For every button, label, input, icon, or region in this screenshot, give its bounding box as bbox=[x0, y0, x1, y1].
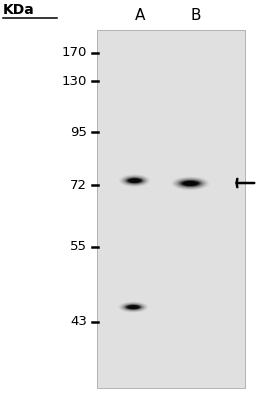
Text: 170: 170 bbox=[62, 46, 87, 60]
Ellipse shape bbox=[175, 178, 206, 189]
Bar bbox=[97, 209, 245, 221]
Bar bbox=[97, 174, 245, 186]
Text: B: B bbox=[191, 8, 201, 22]
Bar bbox=[97, 126, 245, 138]
Text: 72: 72 bbox=[70, 179, 87, 192]
Ellipse shape bbox=[128, 305, 138, 309]
Bar bbox=[97, 269, 245, 281]
Text: 43: 43 bbox=[70, 315, 87, 328]
Bar bbox=[97, 376, 245, 388]
Bar bbox=[97, 66, 245, 78]
Ellipse shape bbox=[128, 178, 142, 183]
Bar bbox=[97, 197, 245, 209]
Bar bbox=[97, 78, 245, 90]
Bar bbox=[97, 30, 245, 42]
Bar bbox=[97, 186, 245, 197]
Bar bbox=[97, 233, 245, 245]
Ellipse shape bbox=[120, 175, 149, 186]
Bar bbox=[97, 328, 245, 340]
Bar bbox=[97, 245, 245, 257]
Ellipse shape bbox=[125, 177, 145, 184]
Bar bbox=[97, 42, 245, 54]
Ellipse shape bbox=[121, 303, 146, 312]
Ellipse shape bbox=[127, 178, 143, 183]
Ellipse shape bbox=[125, 304, 142, 310]
Text: 95: 95 bbox=[70, 126, 87, 138]
Ellipse shape bbox=[173, 177, 208, 190]
Bar bbox=[97, 102, 245, 114]
Ellipse shape bbox=[178, 179, 203, 188]
Bar bbox=[97, 281, 245, 293]
Ellipse shape bbox=[184, 181, 197, 186]
Ellipse shape bbox=[123, 176, 146, 185]
Ellipse shape bbox=[177, 179, 204, 188]
Text: A: A bbox=[135, 8, 145, 22]
Bar bbox=[97, 293, 245, 305]
Bar bbox=[97, 90, 245, 102]
Bar bbox=[97, 54, 245, 66]
Bar bbox=[97, 364, 245, 376]
Ellipse shape bbox=[124, 304, 143, 310]
Ellipse shape bbox=[120, 302, 147, 312]
Bar bbox=[97, 305, 245, 317]
Bar bbox=[97, 138, 245, 150]
Ellipse shape bbox=[180, 180, 201, 187]
Bar bbox=[97, 257, 245, 269]
Ellipse shape bbox=[122, 176, 147, 186]
Text: 130: 130 bbox=[62, 75, 87, 88]
Bar bbox=[97, 162, 245, 174]
Bar bbox=[97, 221, 245, 233]
Ellipse shape bbox=[127, 305, 140, 309]
Ellipse shape bbox=[182, 181, 199, 186]
Ellipse shape bbox=[126, 305, 140, 309]
Text: 55: 55 bbox=[70, 240, 87, 253]
Ellipse shape bbox=[181, 180, 200, 186]
Ellipse shape bbox=[122, 303, 144, 311]
Ellipse shape bbox=[129, 178, 140, 183]
Ellipse shape bbox=[126, 305, 141, 310]
Bar bbox=[97, 30, 245, 388]
Bar bbox=[97, 317, 245, 328]
Ellipse shape bbox=[128, 178, 141, 183]
Ellipse shape bbox=[182, 181, 199, 186]
Bar bbox=[97, 340, 245, 352]
Bar bbox=[97, 114, 245, 126]
Bar bbox=[97, 150, 245, 162]
Bar bbox=[97, 352, 245, 364]
Ellipse shape bbox=[126, 178, 144, 184]
Text: KDa: KDa bbox=[3, 3, 35, 17]
